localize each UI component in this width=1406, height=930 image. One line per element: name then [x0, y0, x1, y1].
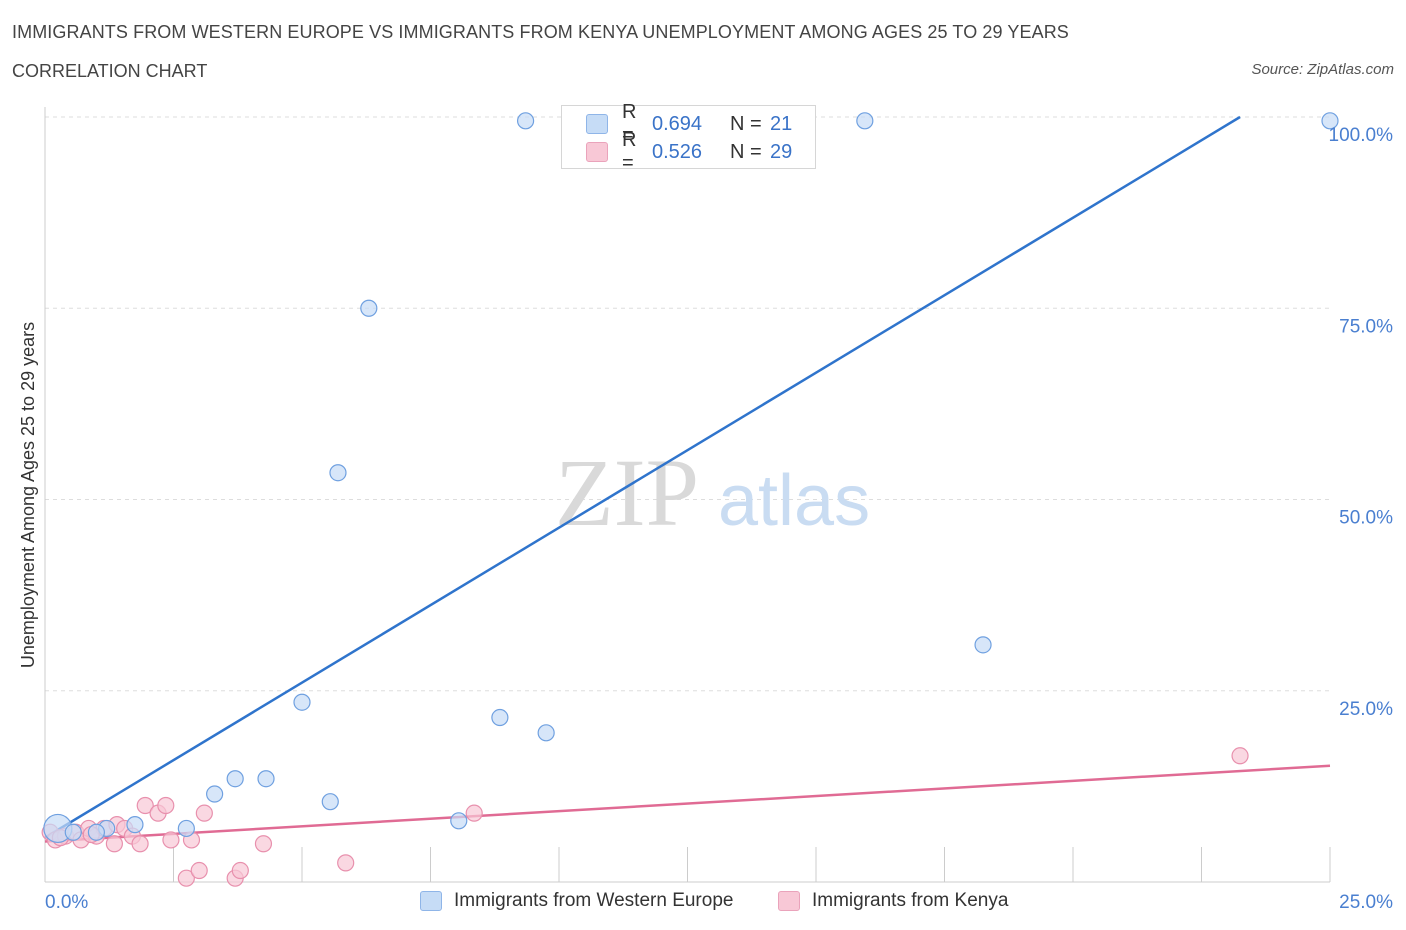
point-kenya — [105, 835, 123, 853]
legend-label-western-europe: Immigrants from Western Europe — [454, 890, 734, 911]
data-points — [41, 112, 1339, 887]
y-tick-label: 25.0% — [1339, 699, 1393, 720]
legend-item-western-europe[interactable]: Immigrants from Western Europe — [420, 890, 733, 912]
watermark: ZIP atlas — [555, 439, 870, 546]
axis-labels: 25.0% 50.0% 75.0% 100.0% 0.0% 25.0% Unemployme… — [18, 125, 1393, 913]
legend-r-value: 0.694 — [652, 112, 703, 135]
y-tick-label: 100.0% — [1329, 125, 1394, 146]
point-kenya — [136, 796, 154, 815]
legend-n-value: 21 — [770, 112, 793, 135]
point-western-europe — [450, 812, 468, 830]
legend-item-kenya[interactable]: Immigrants from Kenya — [778, 890, 1008, 912]
legend-row-kenya: R = 0.526 N = 29 — [586, 129, 793, 174]
x-tick-label: 25.0% — [1339, 892, 1393, 913]
point-kenya — [177, 869, 195, 887]
point-kenya — [131, 835, 149, 853]
point-kenya — [254, 835, 273, 853]
legend-swatch-pink — [778, 891, 800, 911]
point-western-europe — [293, 693, 311, 711]
point-western-europe — [974, 636, 992, 654]
point-western-europe — [516, 112, 535, 130]
source-note: Source: ZipAtlas.com — [1251, 61, 1394, 78]
point-kenya — [157, 796, 175, 815]
y-axis-label: Unemployment Among Ages 25 to 29 years — [18, 322, 38, 668]
series-legend: Immigrants from Western Europe Immigrant… — [0, 890, 1406, 916]
y-tick-label: 50.0% — [1339, 508, 1393, 529]
legend-r-label: R = — [622, 101, 637, 146]
axes — [44, 107, 1331, 883]
point-western-europe — [87, 823, 106, 841]
point-kenya — [465, 804, 483, 822]
trendlines — [44, 115, 1331, 843]
point-western-europe — [64, 823, 82, 841]
legend-r-label: R = — [622, 129, 637, 174]
legend-swatch-blue — [586, 114, 608, 134]
legend-n-label: N = — [730, 140, 762, 163]
point-western-europe — [321, 793, 339, 811]
legend-swatch-pink — [586, 142, 608, 162]
chart-title: IMMIGRANTS FROM WESTERN EUROPE VS IMMIGR… — [12, 22, 1069, 42]
point-western-europe — [126, 816, 144, 834]
point-western-europe — [177, 819, 195, 838]
legend-label-kenya: Immigrants from Kenya — [812, 890, 1009, 911]
point-western-europe — [329, 464, 347, 482]
point-kenya — [162, 831, 180, 849]
y-tick-label: 75.0% — [1339, 316, 1393, 337]
point-western-europe — [1321, 112, 1339, 130]
point-western-europe — [226, 770, 244, 788]
point-kenya — [231, 861, 249, 880]
point-western-europe — [360, 299, 378, 317]
point-western-europe — [537, 724, 555, 742]
trendline-western-europe — [44, 115, 1241, 839]
watermark-atlas: atlas — [718, 461, 870, 541]
point-kenya — [195, 804, 213, 822]
point-kenya — [190, 861, 208, 880]
legend-n-value: 29 — [770, 140, 793, 163]
trendline-kenya — [44, 764, 1331, 843]
point-kenya — [337, 854, 355, 872]
legend-row-western-europe: R = 0.694 N = 21 — [586, 101, 793, 146]
grid-lines — [45, 116, 1330, 692]
legend-swatch-blue — [420, 891, 442, 911]
point-western-europe — [257, 770, 275, 788]
point-western-europe — [491, 708, 509, 727]
legend-r-value: 0.526 — [652, 140, 703, 163]
x-tick-label: 0.0% — [45, 892, 88, 913]
point-western-europe — [206, 785, 224, 803]
correlation-legend: R = 0.694 N = 21 R = 0.526 N = 29 — [561, 101, 816, 174]
chart-subtitle: CORRELATION CHART — [12, 61, 208, 81]
legend-n-label: N = — [730, 112, 762, 135]
point-kenya — [1231, 747, 1249, 765]
point-western-europe — [856, 112, 874, 130]
